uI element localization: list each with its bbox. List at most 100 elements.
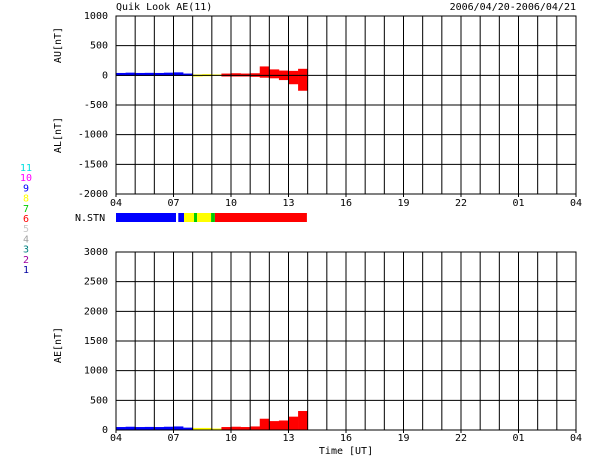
y-tick-label: 1500 <box>84 336 108 347</box>
y-tick-label: 500 <box>90 395 108 406</box>
y-tick-label: -2000 <box>78 189 108 200</box>
y-tick-label: 0 <box>102 70 108 81</box>
area-segment <box>250 426 261 430</box>
station-segment <box>178 213 185 222</box>
x-tick-label: 07 <box>167 198 179 209</box>
y-axis-label: AL[nT] <box>53 117 64 153</box>
area-segment <box>298 411 308 430</box>
area-segment <box>154 427 165 430</box>
legend-entry: 6 <box>23 214 29 225</box>
area-segment <box>288 75 299 85</box>
area-segment <box>288 70 299 76</box>
area-segment <box>240 75 251 77</box>
x-tick-label: 13 <box>282 198 294 209</box>
station-segment <box>184 213 195 222</box>
area-segment <box>154 72 165 76</box>
area-segment <box>221 73 232 76</box>
area-segment <box>125 72 136 76</box>
area-segment <box>269 421 280 430</box>
legend-entry: 7 <box>23 204 29 215</box>
y-tick-label: 0 <box>102 425 108 436</box>
x-tick-label: 10 <box>225 433 237 444</box>
x-tick-label: 16 <box>340 433 352 444</box>
area-segment <box>183 73 193 76</box>
x-tick-label: 07 <box>167 433 179 444</box>
area-segment <box>202 427 213 430</box>
area-segment <box>298 75 308 91</box>
plot-frame <box>115 15 577 195</box>
y-tick-label: 1000 <box>84 11 108 22</box>
area-segment <box>298 68 308 76</box>
area-segment <box>221 75 232 77</box>
area-segment <box>231 426 241 430</box>
y-axis-label: AE[nT] <box>53 327 64 363</box>
legend-entry: 4 <box>23 234 29 245</box>
area-segment <box>269 75 280 79</box>
x-tick-label: 19 <box>397 433 409 444</box>
area-segment <box>240 427 251 430</box>
area-segment <box>192 427 203 430</box>
y-tick-label: 2000 <box>84 306 108 317</box>
legend-entry: 1 <box>23 265 29 276</box>
area-segment <box>135 72 146 76</box>
x-tick-label: 19 <box>397 198 409 209</box>
x-tick-label: 01 <box>512 433 524 444</box>
area-segment <box>173 426 184 430</box>
legend-entry: 5 <box>23 224 29 235</box>
x-tick-label: 04 <box>110 433 122 444</box>
y-axis-label: AU[nT] <box>53 27 64 63</box>
y-tick-label: -500 <box>84 100 108 111</box>
area-segment <box>211 428 222 430</box>
area-segment <box>250 75 261 77</box>
area-segment <box>221 427 232 430</box>
area-segment <box>144 72 155 76</box>
area-segment <box>135 427 146 430</box>
y-tick-label: 2500 <box>84 277 108 288</box>
x-tick-label: 10 <box>225 198 237 209</box>
x-tick-label: 04 <box>570 198 582 209</box>
plot-frame <box>115 251 577 431</box>
x-tick-label: 04 <box>110 198 122 209</box>
area-segment <box>231 73 241 76</box>
y-tick-label: 3000 <box>84 247 108 258</box>
area-segment <box>144 426 155 430</box>
area-segment <box>259 418 270 430</box>
station-segment <box>211 213 215 222</box>
y-tick-label: 500 <box>90 41 108 52</box>
legend-entry: 2 <box>23 255 29 266</box>
area-segment <box>192 75 203 77</box>
x-tick-label: 13 <box>282 433 294 444</box>
area-segment <box>288 416 299 430</box>
station-segment <box>197 213 212 222</box>
date-range: 2006/04/20-2006/04/21 <box>450 2 576 13</box>
legend-entry: 10 <box>20 173 32 184</box>
title: Quik Look AE(11) <box>116 2 212 13</box>
area-segment <box>163 426 174 430</box>
x-tick-label: 22 <box>455 433 467 444</box>
area-segment <box>183 427 193 430</box>
x-tick-label: 01 <box>512 198 524 209</box>
area-segment <box>278 75 289 81</box>
x-tick-label: 04 <box>570 433 582 444</box>
area-segment <box>173 72 184 76</box>
area-segment <box>278 70 289 76</box>
area-segment <box>116 72 126 76</box>
y-tick-label: -1500 <box>78 159 108 170</box>
area-segment <box>259 75 270 78</box>
station-segment <box>116 213 176 222</box>
x-axis-label: Time [UT] <box>319 446 373 457</box>
area-segment <box>116 427 126 430</box>
x-tick-label: 16 <box>340 198 352 209</box>
area-segment <box>125 426 136 430</box>
y-tick-label: -1000 <box>78 130 108 141</box>
legend-entry: 9 <box>23 183 29 194</box>
legend-entry: 3 <box>23 245 29 256</box>
area-segment <box>240 73 251 76</box>
area-segment <box>202 74 213 76</box>
area-segment <box>278 420 289 430</box>
x-tick-label: 22 <box>455 198 467 209</box>
area-segment <box>250 73 261 76</box>
area-segment <box>269 69 280 76</box>
area-segment <box>231 75 241 77</box>
